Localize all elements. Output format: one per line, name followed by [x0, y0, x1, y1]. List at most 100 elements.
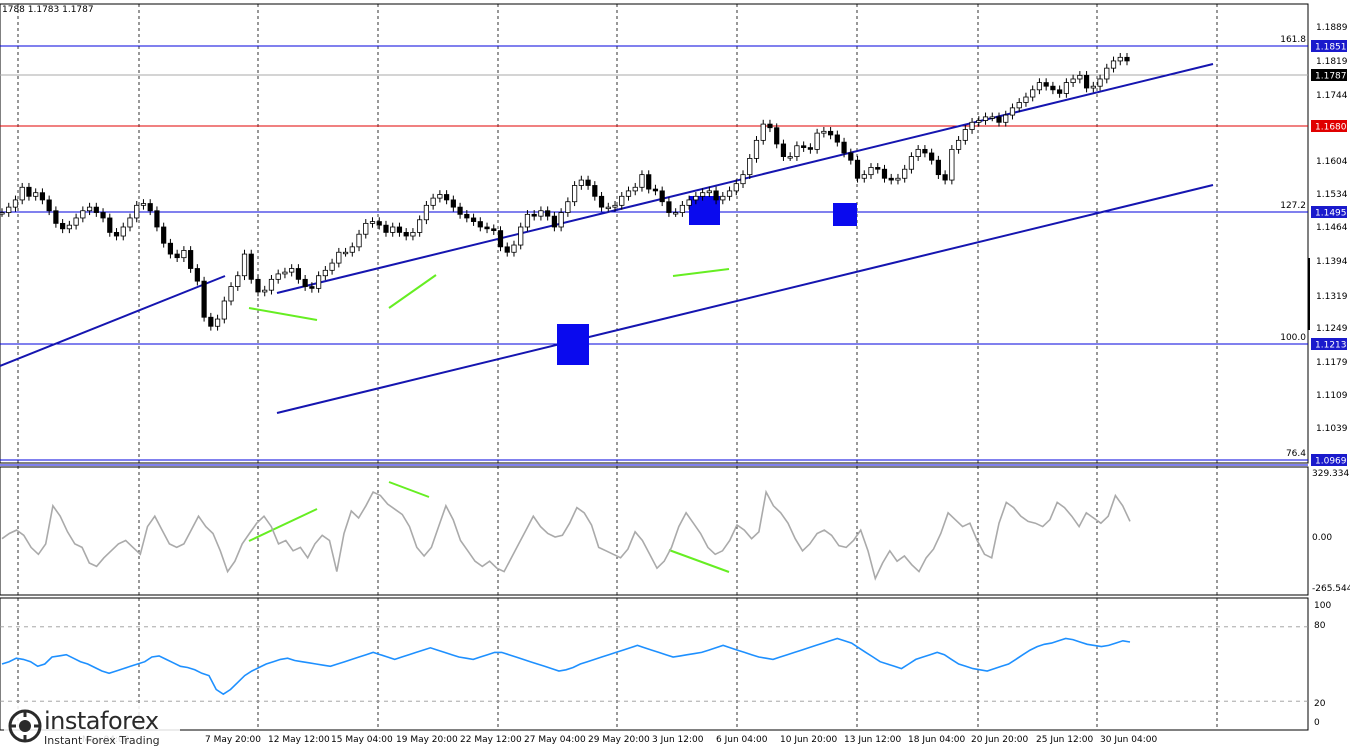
price-candle	[868, 167, 874, 176]
price-candle	[605, 206, 611, 210]
time-label: 10 Jun 20:00	[780, 735, 837, 745]
price-candle	[470, 217, 477, 222]
price-candle	[174, 253, 180, 259]
price-candle	[673, 212, 679, 215]
price-scale-label: 1.1744	[1316, 91, 1348, 101]
price-candle	[93, 206, 99, 213]
price-candle	[107, 217, 113, 233]
price-candle	[982, 116, 989, 121]
time-label: 13 Jun 12:00	[844, 735, 901, 745]
time-label: 30 Jun 04:00	[1100, 735, 1157, 745]
price-candle	[390, 226, 396, 233]
price-candle	[888, 177, 894, 181]
price-scale-label: 1.1319	[1316, 292, 1348, 302]
price-candle	[410, 232, 416, 237]
price-candle	[289, 268, 295, 273]
price-candle	[1050, 85, 1056, 91]
channel-line-0	[0, 275, 226, 367]
price-candle	[1063, 82, 1069, 94]
price-candle	[46, 199, 52, 212]
fib-label-161.8: 161.8	[1280, 35, 1306, 45]
price-candle	[134, 204, 140, 219]
time-label: 25 Jun 12:00	[1036, 735, 1093, 745]
price-scale-label: 1.1179	[1316, 358, 1348, 368]
price-candle	[221, 300, 227, 320]
price-candle	[908, 156, 915, 170]
price-candle	[33, 192, 39, 197]
price-candle	[827, 130, 834, 136]
price-candle	[639, 174, 645, 188]
cci-scale-label: 0.00	[1312, 533, 1332, 543]
price-candle	[646, 174, 652, 190]
price-candle	[66, 224, 72, 230]
price-candle	[1097, 78, 1103, 87]
price-candle	[841, 141, 847, 154]
price-candle	[430, 197, 436, 206]
price-candle	[255, 278, 261, 293]
cci-scale-label: -265.544	[1312, 584, 1350, 594]
price-candle	[625, 190, 632, 197]
cci-scale-label: 329.3341	[1312, 469, 1350, 479]
price-candle	[699, 192, 706, 197]
fib-price-tag-text: 1.0969	[1315, 457, 1347, 467]
price-candle	[733, 183, 739, 192]
divergence-line-0	[248, 307, 318, 321]
fib-label-100.0: 100.0	[1280, 333, 1306, 343]
price-candle	[612, 204, 618, 208]
price-candle	[875, 167, 881, 170]
price-candle	[632, 186, 638, 192]
price-candle	[6, 206, 12, 213]
price-candle	[753, 139, 760, 159]
price-candle	[585, 179, 591, 186]
price-candle	[652, 188, 659, 192]
fib-price-tag-100.0	[1311, 338, 1347, 350]
price-candle	[349, 246, 355, 253]
price-candle	[423, 204, 430, 221]
price-candle	[497, 230, 504, 248]
price-candle	[491, 228, 497, 232]
price-candle	[679, 204, 685, 213]
price-scale: 1.18891.18191.17441.16741.16041.15341.14…	[1311, 23, 1350, 728]
price-candle	[1083, 74, 1090, 89]
price-candle	[235, 275, 241, 287]
price-candle	[147, 203, 153, 212]
price-candle	[1003, 114, 1009, 123]
price-candle	[996, 116, 1002, 123]
time-label: 12 May 12:00	[268, 735, 330, 745]
fib-price-tag-text: 1.1213	[1315, 341, 1347, 351]
price-candle	[935, 159, 941, 176]
divergence-line-1	[388, 274, 437, 309]
price-candle	[1110, 60, 1117, 69]
price-candle	[774, 127, 780, 145]
current-price-tag-text: 1.1787	[1315, 72, 1347, 82]
time-label: 3 Jun 12:00	[652, 735, 704, 745]
price-candle	[1036, 82, 1043, 91]
signal-boxes	[557, 196, 857, 365]
red-level-tag-text: 1.1680	[1315, 123, 1347, 133]
rsi-scale-label: 80	[1314, 621, 1326, 631]
price-candle	[417, 219, 423, 233]
price-candle	[854, 159, 861, 179]
cci-series	[1, 489, 1131, 581]
price-candle	[726, 190, 733, 197]
price-candle	[989, 116, 995, 119]
price-scale-label: 1.1889	[1316, 23, 1348, 33]
price-candle	[275, 273, 281, 280]
vertical-grid	[0, 4, 1308, 730]
price-candle	[524, 213, 531, 228]
price-candle	[545, 210, 551, 217]
price-candle	[477, 221, 483, 228]
price-candle	[693, 195, 699, 201]
price-candle	[53, 210, 59, 224]
price-candle	[201, 280, 207, 318]
price-candle	[329, 262, 335, 271]
price-candle	[767, 123, 773, 129]
price-candle	[73, 217, 79, 226]
price-candle	[1117, 56, 1123, 62]
signal-box-0	[557, 324, 589, 365]
price-candle	[1030, 89, 1036, 98]
fib-label-76.4: 76.4	[1286, 449, 1306, 459]
rsi-scale-label: 100	[1314, 601, 1331, 611]
